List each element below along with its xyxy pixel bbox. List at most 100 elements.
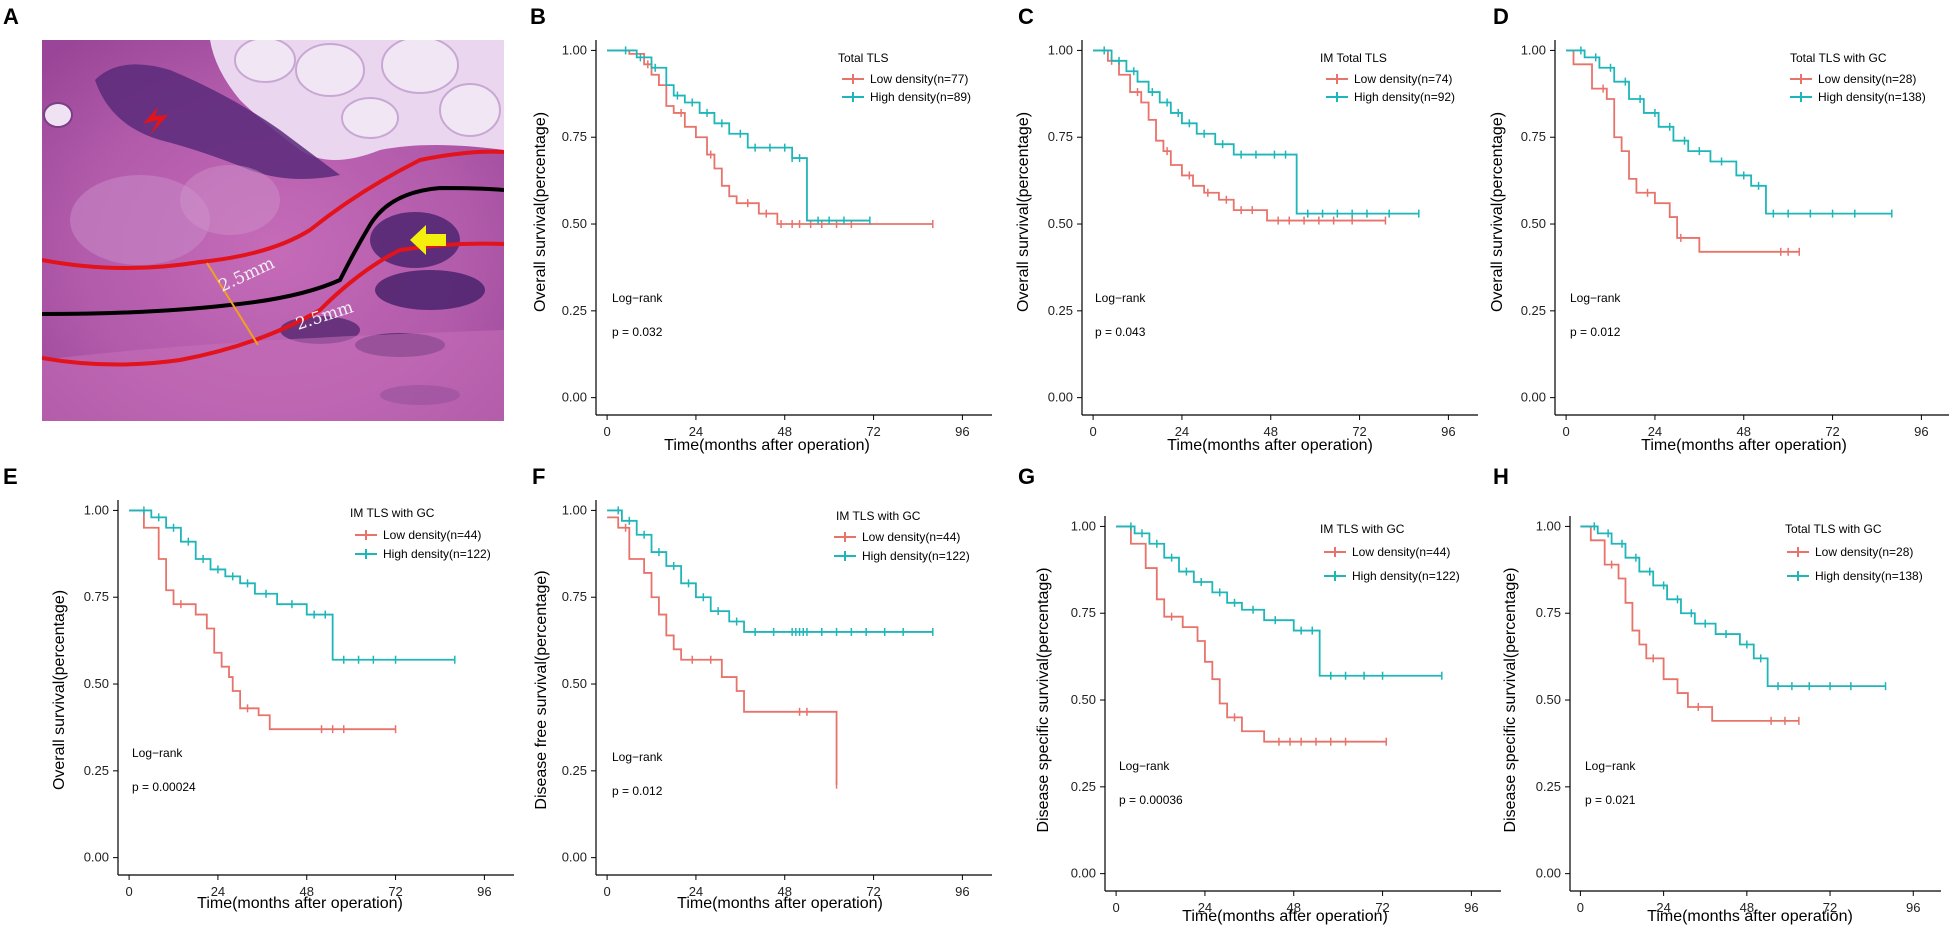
lymphoid-aggregate	[375, 270, 485, 310]
y-axis-label: Overall survival(percentage)	[1489, 112, 1506, 312]
km-panel-f: F Disease free survival(percentage) Time…	[532, 464, 992, 912]
legend-label-low: Low density(n=44)	[1352, 545, 1450, 559]
y-tick-label: 0.00	[1521, 390, 1546, 405]
legend-title: Total TLS with GC	[1785, 522, 1882, 536]
logrank-label: Log−rank	[1095, 291, 1146, 305]
km-panel-h: H Disease specific survival(percentage) …	[1493, 464, 1941, 925]
y-tick-label: 0.75	[1048, 129, 1073, 144]
km-panel-d: D Overall survival(percentage) Time(mont…	[1489, 4, 1949, 454]
fat-cell	[341, 97, 399, 139]
legend-label-high: High density(n=92)	[1354, 90, 1455, 104]
x-tick-label: 0	[603, 424, 610, 439]
logrank-label: Log−rank	[1119, 759, 1170, 773]
legend-title: IM TLS with GC	[1320, 522, 1405, 536]
p-value: p = 0.00024	[132, 780, 196, 794]
vessel	[43, 102, 73, 128]
survival-curve-high	[607, 49, 870, 222]
legend-title: Total TLS with GC	[1790, 51, 1887, 65]
y-axis-label: Overall survival(percentage)	[51, 590, 68, 790]
legend-title: IM TLS with GC	[836, 509, 921, 523]
y-tick-label: 0.25	[84, 763, 109, 778]
x-tick-label: 24	[689, 424, 703, 439]
km-panel-e: E Overall survival(percentage) Time(mont…	[3, 464, 514, 912]
panel-label: G	[1018, 464, 1035, 489]
y-tick-label: 1.00	[1048, 42, 1073, 57]
p-value: p = 0.021	[1585, 793, 1636, 807]
x-tick-label: 72	[866, 424, 880, 439]
logrank-label: Log−rank	[132, 746, 183, 760]
y-tick-label: 0.50	[1071, 692, 1096, 707]
km-panel-b: B Overall survival(percentage) Time(mont…	[530, 4, 992, 454]
y-tick-label: 0.25	[1071, 779, 1096, 794]
survival-curve-low	[1116, 525, 1387, 743]
y-axis-label: Overall survival(percentage)	[532, 112, 549, 312]
x-tick-label: 0	[1112, 900, 1119, 915]
y-tick-label: 0.00	[1048, 390, 1073, 405]
survival-curve-high	[1093, 49, 1419, 215]
x-axis-label: Time(months after operation)	[1647, 908, 1853, 925]
y-tick-label: 0.50	[84, 676, 109, 691]
y-axis-label: Disease free survival(percentage)	[533, 570, 550, 809]
panel-label-a: A	[3, 4, 19, 29]
fat-cell	[234, 40, 296, 83]
logrank-label: Log−rank	[612, 750, 663, 764]
y-tick-label: 1.00	[1536, 518, 1561, 533]
y-tick-label: 0.25	[1521, 303, 1546, 318]
y-tick-label: 0.25	[1536, 779, 1561, 794]
y-axis-label: Disease specific survival(percentage)	[1035, 568, 1052, 833]
y-tick-label: 0.50	[1536, 692, 1561, 707]
y-tick-label: 0.25	[562, 763, 587, 778]
y-tick-label: 1.00	[562, 502, 587, 517]
legend-title: IM Total TLS	[1320, 51, 1387, 65]
p-value: p = 0.032	[612, 325, 663, 339]
legend-title: Total TLS	[838, 51, 888, 65]
x-tick-label: 0	[1577, 900, 1584, 915]
x-axis-label: Time(months after operation)	[664, 437, 870, 454]
tumor-nest	[70, 175, 210, 265]
y-tick-label: 0.25	[562, 303, 587, 318]
survival-curve-low	[1566, 49, 1800, 253]
x-tick-label: 48	[300, 884, 314, 899]
x-tick-label: 24	[1175, 424, 1189, 439]
panel-label: B	[530, 4, 546, 29]
y-tick-label: 0.75	[1536, 605, 1561, 620]
x-tick-label: 72	[1352, 424, 1366, 439]
p-value: p = 0.043	[1095, 325, 1146, 339]
y-tick-label: 0.75	[84, 589, 109, 604]
x-tick-label: 72	[1825, 424, 1839, 439]
x-tick-label: 48	[1264, 424, 1278, 439]
x-tick-label: 24	[211, 884, 225, 899]
legend-label-high: High density(n=122)	[383, 547, 491, 561]
x-tick-label: 48	[1287, 900, 1301, 915]
x-tick-label: 96	[1914, 424, 1928, 439]
survival-curve-high	[607, 509, 933, 633]
y-tick-label: 0.00	[562, 850, 587, 865]
x-axis-label: Time(months after operation)	[197, 895, 403, 912]
legend-label-high: High density(n=138)	[1818, 90, 1926, 104]
panel-label: D	[1493, 4, 1509, 29]
km-panel-c: C Overall survival(percentage) Time(mont…	[1015, 4, 1478, 454]
y-tick-label: 0.75	[562, 129, 587, 144]
y-tick-label: 1.00	[1071, 518, 1096, 533]
red-arrow-icon	[143, 107, 168, 135]
panel-label: H	[1493, 464, 1509, 489]
x-tick-label: 0	[1089, 424, 1096, 439]
x-tick-label: 96	[1441, 424, 1455, 439]
logrank-label: Log−rank	[612, 291, 663, 305]
panel-label: F	[532, 464, 545, 489]
x-tick-label: 48	[1737, 424, 1751, 439]
legend-label-high: High density(n=122)	[862, 549, 970, 563]
lymphoid-aggregate	[95, 64, 340, 179]
p-value: p = 0.00036	[1119, 793, 1183, 807]
legend-label-low: Low density(n=44)	[862, 530, 960, 544]
legend-label-high: High density(n=122)	[1352, 569, 1460, 583]
survival-curve-low	[1580, 525, 1799, 722]
y-tick-label: 1.00	[1521, 42, 1546, 57]
x-tick-label: 0	[125, 884, 132, 899]
y-tick-label: 0.25	[1048, 303, 1073, 318]
yellow-arrow-icon	[410, 225, 446, 255]
legend-label-low: Low density(n=28)	[1818, 72, 1916, 86]
p-value: p = 0.012	[1570, 325, 1621, 339]
logrank-label: Log−rank	[1585, 759, 1636, 773]
